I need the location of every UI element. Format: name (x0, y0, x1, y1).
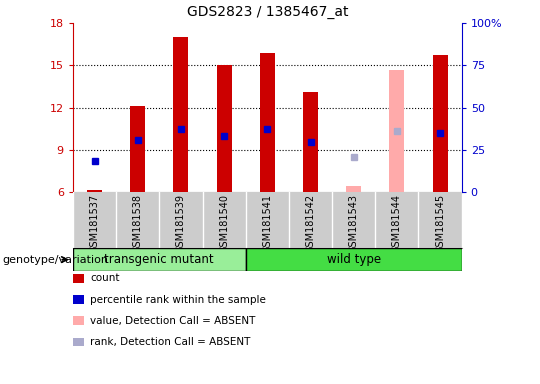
Bar (389, 70, 404, 192)
Text: GSM181539: GSM181539 (176, 194, 186, 253)
Text: count: count (90, 273, 120, 283)
Text: transgenic mutant: transgenic mutant (104, 253, 214, 266)
Text: genotype/variation: genotype/variation (3, 255, 109, 265)
Bar (433, 55, 448, 192)
Text: GSM181538: GSM181538 (133, 194, 143, 253)
Bar (246, 248, 462, 271)
Bar (73, 248, 246, 271)
Text: GSM181544: GSM181544 (392, 194, 402, 253)
Bar (303, 92, 318, 192)
Text: GSM181541: GSM181541 (262, 194, 272, 253)
Bar (260, 53, 275, 192)
Text: GSM181540: GSM181540 (219, 194, 229, 253)
Text: GSM181543: GSM181543 (349, 194, 359, 253)
Bar (346, 186, 361, 192)
Bar (173, 37, 188, 192)
Text: rank, Detection Call = ABSENT: rank, Detection Call = ABSENT (90, 337, 251, 347)
Bar (130, 106, 145, 192)
Title: GDS2823 / 1385467_at: GDS2823 / 1385467_at (186, 5, 348, 19)
Text: GSM181542: GSM181542 (306, 194, 315, 253)
Text: GSM181545: GSM181545 (435, 194, 445, 253)
Bar (217, 65, 232, 192)
Text: percentile rank within the sample: percentile rank within the sample (90, 295, 266, 305)
Text: GSM181537: GSM181537 (90, 194, 99, 253)
Text: value, Detection Call = ABSENT: value, Detection Call = ABSENT (90, 316, 255, 326)
Text: wild type: wild type (327, 253, 381, 266)
Bar (87, 190, 102, 192)
